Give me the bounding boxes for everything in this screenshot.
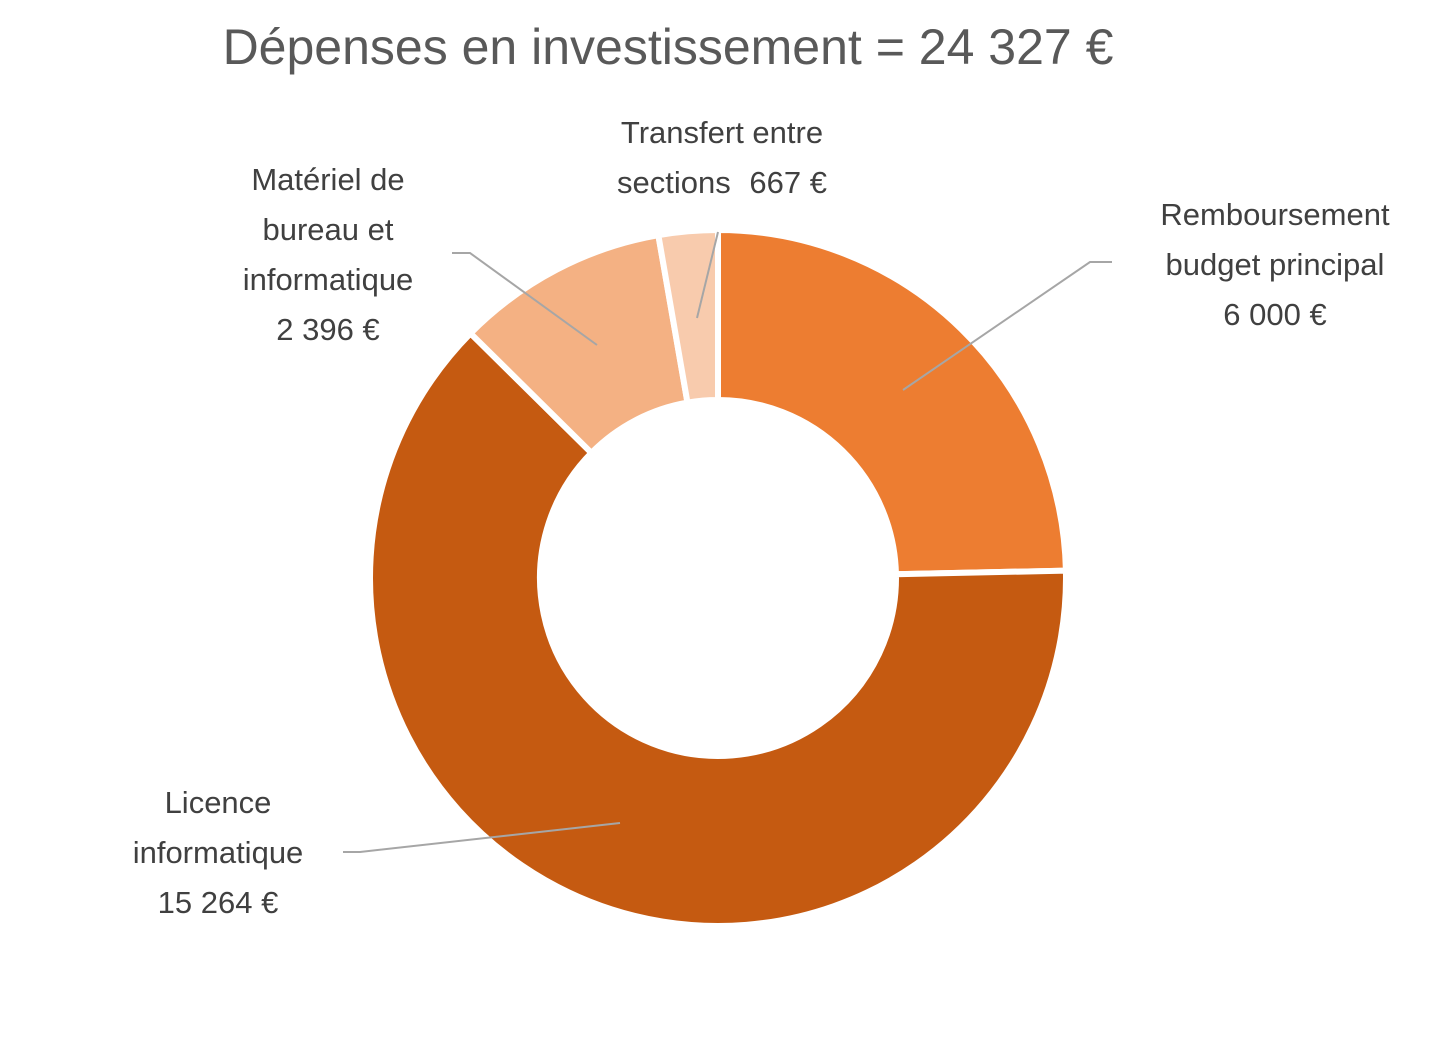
leader-line <box>343 822 621 853</box>
category-label: Licence informatique <box>132 785 304 870</box>
data-label: Matériel de bureau et informatique 2 396… <box>203 155 453 355</box>
value-label: 2 396 € <box>276 312 380 347</box>
value-label: 6 000 € <box>1223 297 1327 332</box>
leader-line <box>452 252 598 346</box>
category-label: Transfert entre sections <box>617 115 824 200</box>
leader-line <box>696 231 719 319</box>
value-label: 667 € <box>749 165 827 200</box>
leader-lines <box>343 231 1112 853</box>
value-label: 15 264 € <box>157 885 279 920</box>
chart-title: Dépenses en investissement = 24 327 € <box>222 19 1114 75</box>
category-label: Remboursement budget principal <box>1160 197 1390 282</box>
category-label: Matériel de bureau et informatique <box>242 162 414 297</box>
data-label: Transfert entre sections 667 € <box>577 108 867 208</box>
data-label: Remboursement budget principal 6 000 € <box>1125 190 1425 340</box>
slices <box>367 226 1069 930</box>
donut-slice <box>654 226 721 407</box>
donut-slice <box>715 226 1069 578</box>
donut-slice <box>367 329 1069 930</box>
leader-line <box>902 261 1112 391</box>
data-label: Licence informatique 15 264 € <box>88 778 348 928</box>
